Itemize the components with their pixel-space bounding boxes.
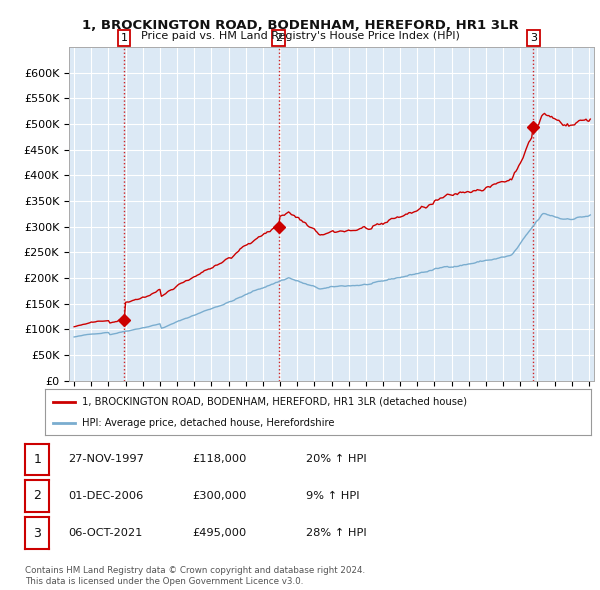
Text: 1, BROCKINGTON ROAD, BODENHAM, HEREFORD, HR1 3LR: 1, BROCKINGTON ROAD, BODENHAM, HEREFORD,… [82,19,518,32]
Text: Contains HM Land Registry data © Crown copyright and database right 2024.
This d: Contains HM Land Registry data © Crown c… [25,566,365,586]
Text: 1, BROCKINGTON ROAD, BODENHAM, HEREFORD, HR1 3LR (detached house): 1, BROCKINGTON ROAD, BODENHAM, HEREFORD,… [82,397,467,407]
Text: 9% ↑ HPI: 9% ↑ HPI [306,491,359,501]
Text: 2: 2 [275,33,282,43]
Text: 2: 2 [33,489,41,503]
Text: 1: 1 [33,453,41,466]
Text: 3: 3 [33,526,41,540]
Text: £300,000: £300,000 [192,491,247,501]
Text: 06-OCT-2021: 06-OCT-2021 [68,528,142,538]
Text: 01-DEC-2006: 01-DEC-2006 [68,491,143,501]
Text: 3: 3 [530,33,537,43]
Text: 28% ↑ HPI: 28% ↑ HPI [306,528,367,538]
Text: £118,000: £118,000 [192,454,247,464]
Text: 27-NOV-1997: 27-NOV-1997 [68,454,143,464]
Text: £495,000: £495,000 [192,528,246,538]
Text: Price paid vs. HM Land Registry's House Price Index (HPI): Price paid vs. HM Land Registry's House … [140,31,460,41]
Text: 20% ↑ HPI: 20% ↑ HPI [306,454,367,464]
Text: 1: 1 [121,33,128,43]
Text: HPI: Average price, detached house, Herefordshire: HPI: Average price, detached house, Here… [82,418,335,428]
